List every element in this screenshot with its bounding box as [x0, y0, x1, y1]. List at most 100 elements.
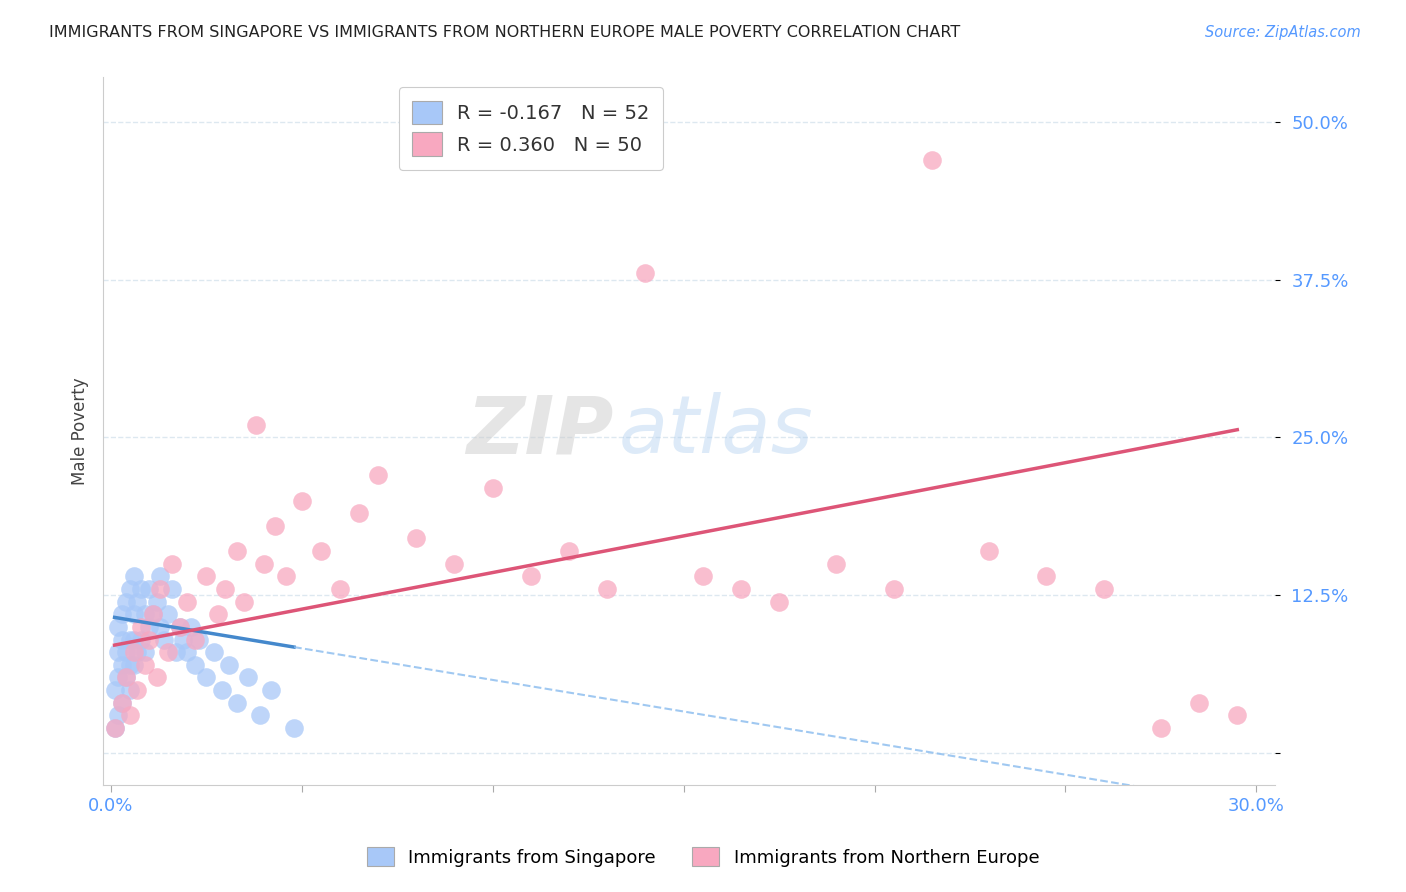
Point: [107, 620, 129, 634]
Point: [160, 582, 183, 596]
Point: [122, 607, 145, 622]
Point: [111, 696, 134, 710]
Point: [115, 670, 138, 684]
Point: [249, 708, 271, 723]
Point: [122, 657, 145, 672]
Point: [977, 544, 1000, 558]
Point: [768, 594, 790, 608]
Point: [103, 721, 125, 735]
Point: [111, 607, 134, 622]
Point: [264, 518, 287, 533]
Point: [157, 607, 180, 622]
Point: [107, 670, 129, 684]
Point: [153, 632, 176, 647]
Point: [1188, 696, 1211, 710]
Point: [1035, 569, 1057, 583]
Point: [131, 582, 153, 596]
Point: [103, 721, 125, 735]
Y-axis label: Male Poverty: Male Poverty: [72, 377, 89, 485]
Point: [730, 582, 752, 596]
Point: [214, 582, 236, 596]
Point: [115, 645, 138, 659]
Point: [195, 569, 218, 583]
Text: Source: ZipAtlas.com: Source: ZipAtlas.com: [1205, 25, 1361, 40]
Point: [160, 557, 183, 571]
Point: [347, 506, 370, 520]
Point: [1092, 582, 1115, 596]
Point: [169, 620, 191, 634]
Point: [283, 721, 305, 735]
Point: [195, 670, 218, 684]
Point: [107, 645, 129, 659]
Point: [122, 645, 145, 659]
Point: [245, 417, 267, 432]
Point: [145, 670, 167, 684]
Point: [127, 645, 149, 659]
Point: [329, 582, 352, 596]
Text: ZIP: ZIP: [465, 392, 613, 470]
Point: [187, 632, 209, 647]
Point: [291, 493, 314, 508]
Point: [207, 607, 229, 622]
Point: [131, 632, 153, 647]
Point: [122, 569, 145, 583]
Point: [252, 557, 274, 571]
Point: [558, 544, 581, 558]
Point: [634, 266, 657, 280]
Point: [118, 708, 141, 723]
Point: [367, 468, 389, 483]
Point: [138, 620, 160, 634]
Point: [443, 557, 465, 571]
Point: [481, 481, 503, 495]
Point: [127, 683, 149, 698]
Point: [111, 696, 134, 710]
Point: [131, 620, 153, 634]
Point: [149, 569, 172, 583]
Point: [1226, 708, 1249, 723]
Point: [172, 632, 194, 647]
Point: [134, 607, 156, 622]
Point: [225, 696, 247, 710]
Point: [260, 683, 283, 698]
Point: [149, 620, 172, 634]
Point: [692, 569, 714, 583]
Point: [184, 632, 207, 647]
Point: [127, 594, 149, 608]
Point: [1150, 721, 1173, 735]
Point: [596, 582, 619, 596]
Text: atlas: atlas: [619, 392, 814, 470]
Point: [134, 645, 156, 659]
Legend: Immigrants from Singapore, Immigrants from Northern Europe: Immigrants from Singapore, Immigrants fr…: [360, 840, 1046, 874]
Point: [825, 557, 848, 571]
Point: [134, 657, 156, 672]
Legend: R = -0.167   N = 52, R = 0.360   N = 50: R = -0.167 N = 52, R = 0.360 N = 50: [399, 87, 664, 169]
Point: [118, 657, 141, 672]
Point: [211, 683, 233, 698]
Point: [883, 582, 905, 596]
Point: [309, 544, 332, 558]
Point: [225, 544, 247, 558]
Point: [169, 620, 191, 634]
Point: [142, 607, 165, 622]
Point: [233, 594, 256, 608]
Point: [118, 582, 141, 596]
Point: [111, 657, 134, 672]
Point: [115, 594, 138, 608]
Point: [176, 645, 198, 659]
Point: [405, 532, 427, 546]
Point: [238, 670, 260, 684]
Point: [149, 582, 172, 596]
Point: [118, 632, 141, 647]
Point: [218, 657, 240, 672]
Point: [157, 645, 180, 659]
Point: [176, 594, 198, 608]
Point: [107, 708, 129, 723]
Point: [184, 657, 207, 672]
Point: [118, 683, 141, 698]
Point: [165, 645, 187, 659]
Point: [180, 620, 202, 634]
Point: [115, 670, 138, 684]
Point: [138, 632, 160, 647]
Point: [276, 569, 298, 583]
Point: [138, 582, 160, 596]
